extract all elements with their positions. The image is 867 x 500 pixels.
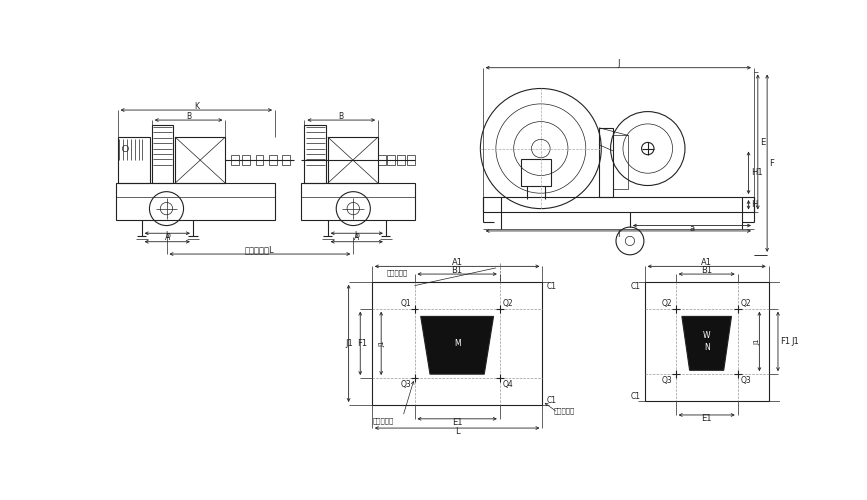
Bar [175,137,225,183]
Text: A1: A1 [701,258,712,267]
Bar [645,282,769,401]
Text: F1: F1 [357,339,368,348]
Bar [388,154,395,166]
Bar [613,136,629,190]
Text: 吊点中心距L: 吊点中心距L [245,246,275,254]
Text: Q1: Q1 [401,299,412,308]
Text: K: K [194,102,199,110]
Text: Q3: Q3 [401,380,412,388]
Bar [116,183,275,220]
Text: E1: E1 [701,414,712,424]
Text: Q3: Q3 [740,376,752,385]
Bar [256,154,264,166]
Text: J1: J1 [380,340,386,346]
Text: 机架外形线: 机架外形线 [553,408,575,414]
Bar [269,154,277,166]
Text: Q2: Q2 [503,299,513,308]
Text: H: H [751,200,757,209]
Bar [282,154,290,166]
Text: A1: A1 [452,258,463,267]
Text: E1: E1 [452,418,462,427]
Text: J1: J1 [755,338,761,344]
Text: A: A [165,234,170,242]
Text: E: E [760,138,766,146]
Bar [301,183,415,220]
Bar [118,137,150,183]
Text: 吊点中心线: 吊点中心线 [387,269,408,276]
Bar [599,128,613,197]
Text: 地脚螺栓孔: 地脚螺栓孔 [373,417,394,424]
Text: Q3: Q3 [662,376,673,385]
Text: J1: J1 [792,337,799,346]
Text: W: W [703,331,710,340]
Text: C1: C1 [546,396,557,405]
Polygon shape [420,316,493,374]
Text: a: a [689,224,694,233]
Text: C1: C1 [546,282,557,291]
Text: Q2: Q2 [662,299,673,308]
Bar [397,154,405,166]
Text: B: B [186,112,191,120]
Bar [304,126,326,183]
Text: L: L [455,428,460,436]
Bar [521,158,551,186]
Bar [378,154,386,166]
Bar [243,154,251,166]
Bar [483,197,754,212]
Bar [372,282,543,405]
Text: I: I [617,230,620,238]
Text: B1: B1 [452,266,463,274]
Text: F: F [769,158,774,168]
Text: N: N [704,343,709,352]
Text: b: b [355,231,359,240]
Text: H1: H1 [751,168,762,177]
Text: Q4: Q4 [503,380,513,388]
Text: B1: B1 [701,266,712,274]
Text: F1: F1 [780,337,791,346]
Bar [152,126,173,183]
Text: C1: C1 [631,392,641,401]
Text: J: J [617,60,620,68]
Text: M: M [453,339,460,348]
Bar [231,154,238,166]
Bar [407,154,414,166]
Polygon shape [681,316,732,370]
Text: C1: C1 [631,282,641,291]
Text: J1: J1 [346,339,353,348]
Bar [328,137,378,183]
Text: A: A [354,234,360,242]
Text: B: B [339,112,344,120]
Text: b: b [165,231,170,240]
Text: Q2: Q2 [740,299,752,308]
